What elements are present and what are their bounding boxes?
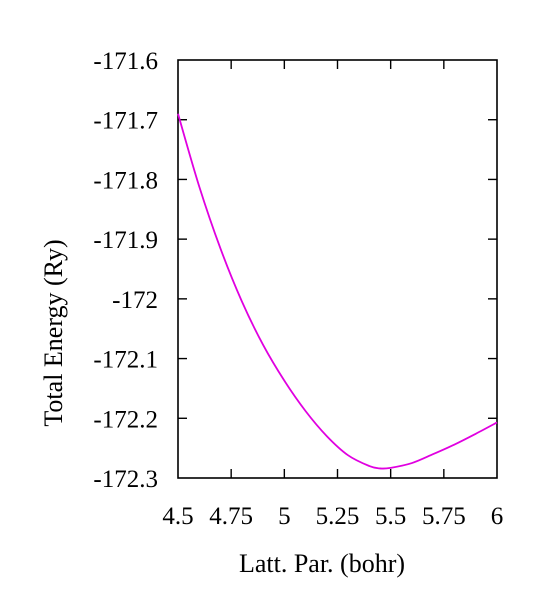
y-tick-label: -172.2 [93, 406, 158, 433]
y-axis: -171.6 -171.7 -171.8 -171.9 -172 -172.1 -172.2… [93, 48, 497, 493]
y-axis-label: Total Energy (Ry) [39, 239, 68, 426]
x-tick-label: 5.5 [375, 503, 406, 530]
x-axis: 4.5 4.75 5 5.25 5.5 5.75 6 [162, 60, 503, 530]
x-tick-label: 4.75 [209, 503, 253, 530]
x-axis-label: Latt. Par. (bohr) [239, 549, 405, 578]
x-tick-label: 5 [278, 503, 291, 530]
y-tick-label: -171.6 [93, 48, 158, 75]
y-tick-label: -172 [112, 287, 158, 314]
y-tick-label: -171.7 [93, 108, 158, 135]
plot-frame [177, 59, 498, 479]
x-tick-label: 5.25 [316, 503, 360, 530]
y-tick-label: -172.3 [93, 466, 158, 493]
y-tick-label: -172.1 [93, 347, 158, 374]
series-line-total-energy [177, 113, 498, 470]
x-tick-label: 5.75 [422, 503, 466, 530]
y-tick-label: -171.8 [93, 167, 158, 194]
x-tick-label: 4.5 [162, 503, 193, 530]
x-tick-label: 6 [491, 503, 504, 530]
y-tick-label: -171.9 [93, 227, 158, 254]
